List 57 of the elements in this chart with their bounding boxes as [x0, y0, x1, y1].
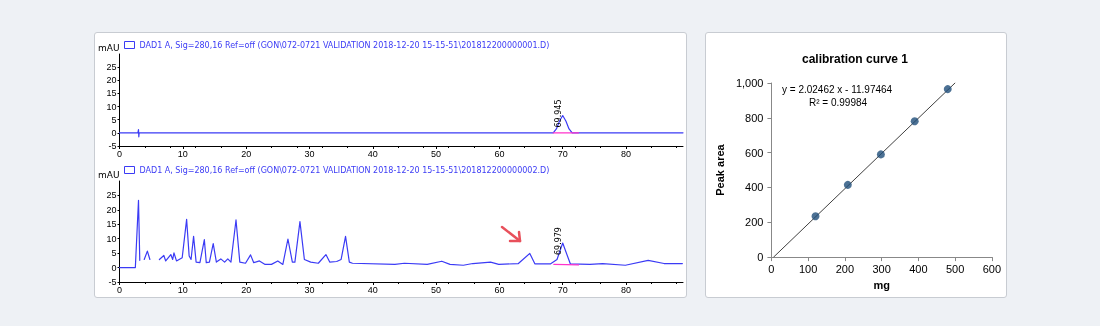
annotation: 69.945 [554, 99, 564, 128]
annotation: R² = 0.99984 [809, 96, 868, 108]
x-tick-label: 30 [304, 284, 315, 295]
x-tick-label: 200 [835, 262, 855, 275]
chart-title: calibration curve 1 [801, 52, 909, 66]
x-tick-label: 50 [431, 148, 442, 159]
point [843, 180, 852, 189]
y-tick-label: 20 [106, 75, 117, 86]
y-tick-label: 20 [106, 204, 117, 215]
y-tick-label: 1,000 [735, 77, 764, 89]
x-tick-label: 40 [367, 284, 378, 295]
y-tick-label: 200 [745, 216, 764, 229]
point [811, 212, 820, 221]
y-tick-label: 0 [757, 251, 764, 264]
x-tick-label: 400 [909, 262, 928, 275]
point [943, 85, 952, 94]
x-tick-label: 40 [367, 148, 378, 159]
x-tick-label: 80 [621, 284, 632, 295]
x-tick-label: 50 [431, 284, 442, 295]
legend-label: DAD1 A, Sig=280,16 Ref=off (GON\072-0721 VALIDATION 2018-12-20 15-15-51\201812200000002.D) [139, 165, 550, 175]
x-tick-label: 70 [557, 148, 568, 159]
x-axis-title: mg [873, 278, 890, 291]
x-tick-label: 100 [798, 262, 818, 275]
x-tick-label: 80 [621, 148, 632, 159]
y-tick-label: 400 [745, 181, 764, 194]
x-tick-label: 600 [982, 262, 1001, 275]
y-tick-label: 10 [106, 233, 117, 244]
y-tick-label: 15 [106, 219, 117, 230]
y-tick-label: 25 [106, 190, 117, 201]
y-tick-label: 5 [111, 248, 117, 259]
point [910, 117, 919, 126]
x-tick-label: 300 [872, 262, 891, 275]
y-tick-label: 800 [745, 111, 764, 124]
legend-label: DAD1 A, Sig=280,16 Ref=off (GON\072-0721 VALIDATION 2018-12-20 15-15-51\201812200000001.D) [139, 40, 550, 50]
x-tick-label: 20 [241, 148, 252, 159]
x-tick-label: 30 [304, 148, 315, 159]
y-tick-label: 15 [106, 88, 117, 99]
y-tick-label: 0 [111, 127, 117, 138]
y-axis-title: Peak area [713, 143, 726, 196]
x-tick-label: 20 [241, 284, 252, 295]
x-tick-label: 60 [494, 148, 505, 159]
y-tick-label: -5 [108, 277, 117, 287]
annotation: 69.979 [554, 227, 564, 256]
x-tick-label: 10 [177, 148, 188, 159]
y-tick-label: 25 [106, 62, 117, 73]
annotation: y = 2.02462 x - 11.97464 [782, 83, 893, 95]
x-tick-label: 0 [768, 262, 775, 275]
x-tick-label: 500 [945, 262, 965, 275]
y-axis-title: mAU [98, 42, 120, 53]
x-tick-label: 10 [177, 284, 188, 295]
y-tick-label: 5 [111, 114, 117, 125]
point [876, 150, 885, 159]
y-tick-label: -5 [108, 141, 117, 151]
y-axis-title: mAU [98, 169, 120, 180]
x-tick-label: 70 [557, 284, 568, 295]
y-tick-label: 10 [106, 101, 117, 112]
x-tick-label: 60 [494, 284, 505, 295]
